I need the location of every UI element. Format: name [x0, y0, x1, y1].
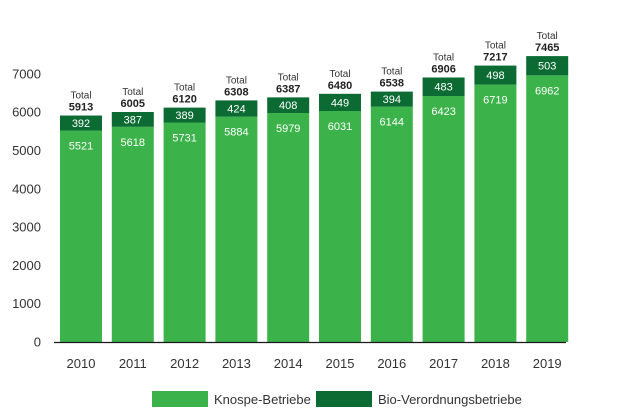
x-tick-label-2015: 2015 [326, 356, 355, 371]
data-label-bio-2010: 392 [72, 118, 90, 130]
total-value-2014: 6387 [276, 83, 300, 95]
legend: Knospe-Betriebe Bio-Verordnungsbetriebe [0, 391, 620, 415]
bar-bio-2018 [474, 65, 517, 85]
data-label-knospe-2012: 5731 [172, 133, 196, 145]
total-value-2019: 7465 [535, 42, 559, 54]
y-tick-label: 3000 [12, 220, 41, 235]
x-tick-label-2018: 2018 [481, 356, 510, 371]
x-tick-label-2016: 2016 [377, 356, 406, 371]
legend-item-knospe: Knospe-Betriebe [152, 391, 311, 407]
total-value-2018: 7217 [483, 52, 507, 64]
total-word-2015: Total [329, 69, 350, 80]
bar-bio-2017 [422, 77, 465, 96]
stacked-bar-chart: 0 1000 2000 3000 4000 5000 6000 7000 392 5521 Tot… [12, 31, 569, 371]
data-label-knospe-2018: 6719 [483, 95, 507, 107]
bar-bio-2013 [215, 100, 258, 117]
bar-bio-2014 [267, 97, 310, 114]
data-label-bio-2013: 424 [227, 104, 245, 116]
total-word-2016: Total [381, 67, 402, 78]
y-tick-label: 7000 [12, 66, 41, 81]
bar-bio-2010 [60, 115, 102, 131]
total-word-2013: Total [226, 75, 247, 86]
data-label-bio-2018: 498 [486, 70, 504, 82]
bar-knospe-2013 [215, 116, 258, 343]
legend-swatch-bio [316, 391, 372, 407]
bar-knospe-2012 [163, 122, 206, 342]
total-word-2010: Total [70, 91, 91, 102]
bar-knospe-2015 [319, 111, 361, 343]
bar-bio-2011 [111, 112, 154, 127]
x-tick-label-2011: 2011 [119, 356, 147, 371]
data-label-bio-2011: 387 [124, 114, 142, 126]
x-axis: 2010 2011 2012 2013 2014 2015 2016 2017 2018 2019 [54, 341, 566, 371]
legend-label-knospe: Knospe-Betriebe [214, 391, 311, 407]
x-tick-label-2019: 2019 [533, 356, 562, 371]
y-axis: 0 1000 2000 3000 4000 5000 6000 7000 [12, 66, 41, 349]
y-tick-label: 4000 [12, 181, 41, 196]
data-label-knospe-2010: 5521 [69, 141, 93, 153]
total-word-2014: Total [278, 72, 299, 83]
data-label-knospe-2019: 6962 [535, 85, 559, 97]
total-value-2015: 6480 [328, 80, 352, 92]
data-label-knospe-2013: 5884 [224, 127, 248, 139]
total-value-2017: 6906 [431, 64, 455, 76]
total-word-2018: Total [485, 41, 506, 52]
total-value-2016: 6538 [380, 78, 404, 90]
y-tick-label: 5000 [12, 143, 41, 158]
bar-bio-2015 [319, 93, 361, 112]
bar-knospe-2010 [60, 130, 102, 342]
y-tick-label: 6000 [12, 105, 41, 120]
total-word-2011: Total [122, 87, 143, 98]
x-tick-label-2017: 2017 [429, 356, 458, 371]
x-tick-label-2012: 2012 [170, 356, 199, 371]
data-label-knospe-2011: 5618 [121, 137, 145, 149]
bar-knospe-2016 [370, 106, 413, 342]
y-tick-label: 1000 [12, 296, 41, 311]
y-tick-label: 0 [34, 335, 41, 350]
total-value-2013: 6308 [224, 86, 248, 98]
bar-knospe-2019 [526, 75, 569, 342]
data-label-bio-2017: 483 [434, 82, 452, 94]
bar-bio-2012 [163, 107, 206, 123]
bar-bio-2019 [526, 56, 569, 76]
total-word-2017: Total [433, 53, 454, 64]
legend-label-bio: Bio-Verordnungsbetriebe [378, 391, 522, 407]
data-label-knospe-2016: 6144 [380, 117, 404, 129]
total-value-2011: 6005 [121, 98, 145, 110]
legend-swatch-knospe [152, 391, 208, 407]
total-word-2019: Total [537, 31, 558, 42]
bar-knospe-2017 [422, 95, 465, 342]
data-label-bio-2016: 394 [383, 94, 401, 106]
y-tick-label: 2000 [12, 258, 41, 273]
data-label-bio-2014: 408 [279, 100, 297, 112]
bar-knospe-2011 [111, 126, 154, 342]
bar-bio-2016 [370, 91, 413, 107]
total-word-2012: Total [174, 83, 195, 94]
data-label-bio-2015: 449 [331, 97, 349, 109]
bars: 3925521Total59133875618Total60053895731T… [60, 31, 569, 343]
total-value-2012: 6120 [172, 94, 196, 106]
data-label-bio-2012: 389 [175, 110, 193, 122]
bar-knospe-2018 [474, 84, 517, 343]
x-tick-label-2013: 2013 [222, 356, 251, 371]
bar-knospe-2014 [267, 113, 310, 342]
total-value-2010: 5913 [69, 102, 93, 114]
x-tick-label-2014: 2014 [274, 356, 303, 371]
x-tick-label-2010: 2010 [67, 356, 96, 371]
legend-item-bio: Bio-Verordnungsbetriebe [316, 391, 522, 407]
data-label-knospe-2015: 6031 [328, 121, 352, 133]
data-label-knospe-2014: 5979 [276, 123, 300, 135]
data-label-bio-2019: 503 [538, 61, 556, 73]
data-label-knospe-2017: 6423 [431, 106, 455, 118]
